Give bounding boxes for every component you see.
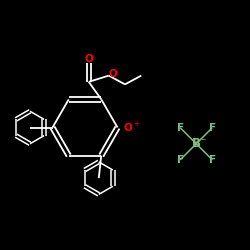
Text: O: O — [84, 54, 93, 64]
Text: F: F — [208, 155, 216, 165]
Text: B: B — [192, 137, 201, 150]
Text: F: F — [177, 155, 184, 165]
Text: $\mathbf{O}^+$: $\mathbf{O}^+$ — [123, 120, 141, 134]
Text: $^-$: $^-$ — [199, 136, 207, 144]
Text: O: O — [109, 69, 118, 79]
Text: F: F — [208, 123, 216, 133]
Text: F: F — [177, 123, 184, 133]
